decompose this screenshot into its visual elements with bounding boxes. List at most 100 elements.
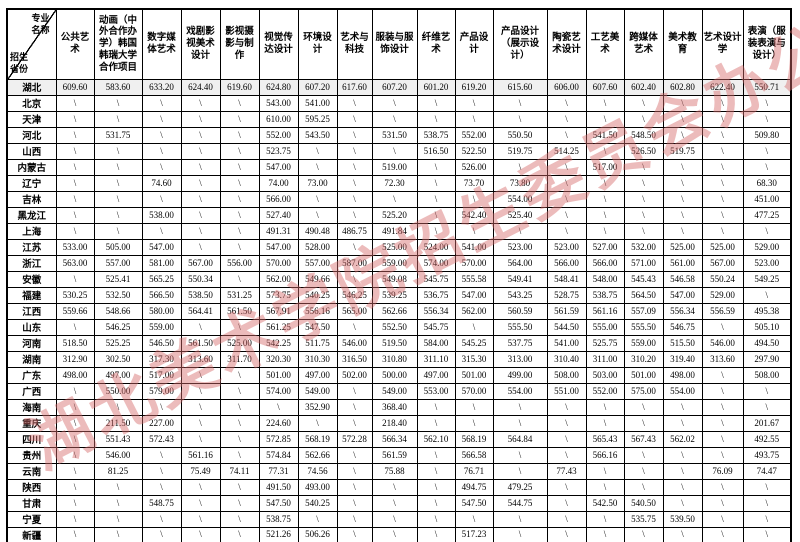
empty-cell: \ (336, 206, 373, 224)
empty-cell: \ (93, 478, 143, 496)
table-row: 辽宁 \ \ 74.60 \ \ 74.00 73.00 \ 72.30 \ 73.70 73.80 \ \… (6, 174, 792, 192)
empty-cell: \ (742, 158, 792, 176)
score-cell: 572.28 (336, 430, 373, 448)
empty-cell: \ (180, 94, 221, 112)
empty-cell: \ (742, 510, 792, 528)
score-cell: 547.50 (258, 494, 299, 512)
column-header: 表演（服装表演与设计） (742, 8, 792, 80)
score-cell: 562.00 (454, 302, 494, 320)
empty-cell: \ (141, 126, 182, 144)
score-cell: 539.25 (371, 286, 418, 304)
score-cell: 544.75 (492, 494, 548, 512)
score-cell: 538.50 (180, 286, 221, 304)
score-cell: 557.00 (93, 254, 143, 272)
empty-cell: \ (623, 94, 664, 112)
score-cell: 563.00 (55, 254, 95, 272)
empty-cell: \ (585, 526, 625, 542)
empty-cell: \ (336, 382, 373, 400)
score-cell: 568.19 (454, 430, 494, 448)
empty-cell: \ (585, 206, 625, 224)
corner-label-province: 招生省份 (10, 52, 29, 74)
score-cell: 73.80 (492, 174, 548, 192)
province-label: 甘肃 (6, 494, 57, 512)
score-cell: 562.66 (371, 302, 418, 320)
empty-cell: \ (416, 190, 456, 208)
score-cell: 610.00 (258, 110, 299, 128)
table-row: 宁夏 \ \ \ \ \ 538.75 \ \ \ \ \ \ \ \ 535.75 539.50 \ \ (6, 510, 792, 528)
score-cell: 609.60 (55, 78, 95, 96)
empty-cell: \ (93, 190, 143, 208)
score-cell: 76.71 (454, 462, 494, 480)
empty-cell: \ (585, 94, 625, 112)
score-cell: 74.11 (219, 462, 260, 480)
empty-cell: \ (701, 190, 744, 208)
score-cell: 517.00 (585, 158, 625, 176)
empty-cell: \ (662, 110, 703, 128)
score-cell: 497.00 (416, 366, 456, 384)
score-cell: 313.60 (180, 350, 221, 368)
score-cell: 550.50 (492, 126, 548, 144)
table-row: 广东 498.00 497.00 517.00 \ \ 501.00 497.00 502.00… (6, 366, 792, 384)
score-cell: 602.40 (623, 78, 664, 96)
score-cell: 313.00 (492, 350, 548, 368)
column-header: 工艺美术 (585, 8, 625, 80)
empty-cell: \ (55, 142, 95, 160)
corner-cell: 专业名称 招生省份 (6, 8, 57, 80)
score-cell: 554.00 (662, 382, 703, 400)
score-cell: 501.00 (258, 366, 299, 384)
score-cell: 546.00 (336, 334, 373, 352)
empty-cell: \ (623, 398, 664, 416)
score-cell: 552.00 (258, 126, 299, 144)
score-cell: 559.00 (141, 318, 182, 336)
score-cell: 587.00 (336, 254, 373, 272)
province-label: 广东 (6, 366, 57, 384)
score-cell: 311.10 (416, 350, 456, 368)
score-cell: 529.00 (701, 286, 744, 304)
score-cell: 319.40 (662, 350, 703, 368)
score-cell: 555.00 (585, 318, 625, 336)
column-header: 戏剧影视美术设计 (180, 8, 221, 80)
score-cell: 68.30 (742, 174, 792, 192)
empty-cell: \ (454, 190, 494, 208)
score-cell: 568.19 (297, 430, 338, 448)
empty-cell: \ (492, 398, 548, 416)
empty-cell: \ (93, 94, 143, 112)
score-cell: 584.00 (416, 334, 456, 352)
empty-cell: \ (416, 446, 456, 464)
score-cell: 549.41 (492, 270, 548, 288)
score-cell: 562.10 (416, 430, 456, 448)
empty-cell: \ (742, 478, 792, 496)
province-label: 浙江 (6, 254, 57, 272)
empty-cell: \ (219, 478, 260, 496)
empty-cell: \ (336, 318, 373, 336)
table-row: 江西 559.66 548.66 580.00 564.41 561.50 567.91 55… (6, 302, 792, 320)
score-cell: 501.00 (623, 366, 664, 384)
score-cell: 499.00 (492, 366, 548, 384)
table-row: 四川 \ 551.43 572.43 \ \ 572.85 568.19 572.28 566.3… (6, 430, 792, 448)
score-cell: 494.50 (742, 334, 792, 352)
score-cell: 525.00 (662, 238, 703, 256)
empty-cell: \ (141, 190, 182, 208)
empty-cell: \ (180, 126, 221, 144)
empty-cell: \ (416, 174, 456, 192)
table-row: 内蒙古 \ \ \ \ \ 547.00 \ \ 519.00 \ 526.00 \ \ 517.00 \ \ \… (6, 158, 792, 176)
province-label: 新疆 (6, 526, 57, 542)
score-cell: 536.75 (416, 286, 456, 304)
score-cell: 547.50 (297, 318, 338, 336)
score-cell: 494.75 (454, 478, 494, 496)
score-cell: 561.59 (546, 302, 587, 320)
score-cell: 543.50 (297, 126, 338, 144)
score-cell: 540.25 (297, 286, 338, 304)
empty-cell: \ (416, 494, 456, 512)
empty-cell: \ (585, 414, 625, 432)
score-cell: 542.50 (585, 494, 625, 512)
score-cell: 548.75 (141, 494, 182, 512)
empty-cell: \ (219, 190, 260, 208)
empty-cell: \ (336, 126, 373, 144)
score-cell: 633.20 (141, 78, 182, 96)
empty-cell: \ (219, 446, 260, 464)
score-cell: 547.00 (258, 238, 299, 256)
score-cell: 551.43 (93, 430, 143, 448)
table-row: 湖南 312.90 302.50 317.30 313.60 311.70 320.30 31… (6, 350, 792, 368)
score-cell: 541.00 (297, 94, 338, 112)
